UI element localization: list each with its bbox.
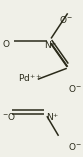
Text: N$^{+}$: N$^{+}$	[44, 39, 57, 51]
Text: O: O	[2, 40, 9, 49]
Text: N$^{+}$: N$^{+}$	[46, 111, 60, 123]
Text: $^{-}$O: $^{-}$O	[2, 111, 17, 122]
Text: O$^{-}$: O$^{-}$	[59, 14, 72, 25]
Text: O$^{-}$: O$^{-}$	[68, 83, 81, 94]
Text: O$^{-}$: O$^{-}$	[68, 141, 81, 152]
Text: Pd$^{++}$: Pd$^{++}$	[18, 72, 43, 84]
